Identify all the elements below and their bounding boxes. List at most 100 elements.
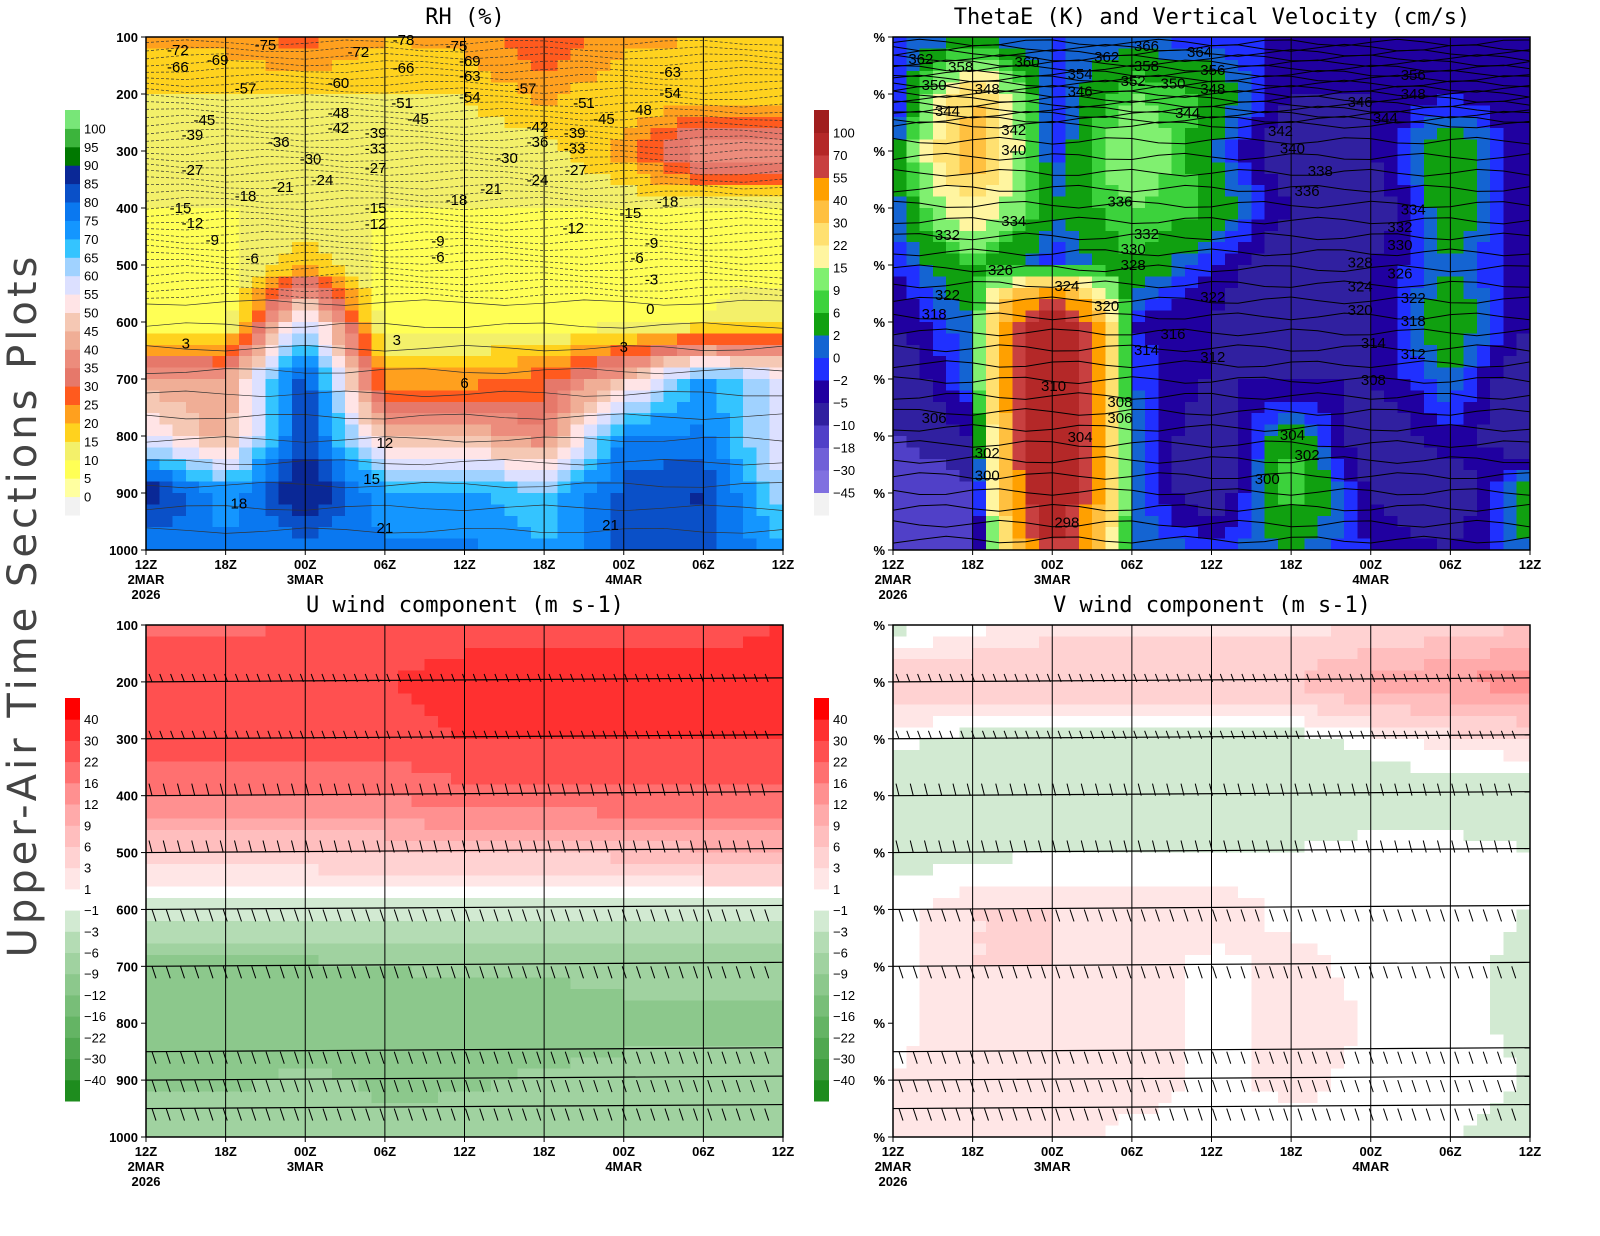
field-cell	[1198, 516, 1212, 528]
field-cell	[159, 493, 173, 505]
field-cell	[1477, 322, 1491, 334]
field-cell	[239, 162, 253, 174]
x-date-label: 3MAR	[287, 572, 324, 587]
field-cell	[1331, 37, 1345, 49]
field-cell	[1238, 402, 1252, 414]
field-cell	[1411, 128, 1425, 140]
field-cell	[1450, 288, 1464, 300]
field-cell	[986, 311, 1000, 323]
field-cell	[677, 527, 691, 539]
field-cell	[557, 322, 571, 334]
field-cell	[1052, 94, 1066, 106]
field-cell	[226, 659, 240, 671]
colorbar-label: 70	[833, 148, 847, 163]
thetae-title: ThetaE (K) and Vertical Velocity (cm/s)	[954, 5, 1471, 30]
field-cell	[1225, 539, 1239, 551]
colorbar-swatch	[65, 441, 80, 460]
field-cell	[465, 659, 479, 671]
field-cell	[1437, 527, 1451, 539]
field-cell	[358, 288, 372, 300]
field-cell	[611, 368, 625, 380]
field-cell	[438, 94, 452, 106]
field-cell	[1517, 459, 1531, 471]
field-cell	[319, 288, 333, 300]
field-cell	[1198, 174, 1212, 186]
field-cell	[959, 539, 973, 551]
field-cell	[239, 447, 253, 459]
field-cell	[478, 648, 492, 660]
x-tick-label: 12Z	[882, 557, 904, 572]
field-cell	[518, 425, 532, 437]
field-cell	[999, 94, 1013, 106]
contour-label: -30	[300, 151, 322, 168]
field-cell	[959, 425, 973, 437]
field-cell	[1371, 390, 1385, 402]
field-cell	[173, 527, 187, 539]
field-cell	[478, 368, 492, 380]
field-cell	[717, 60, 731, 72]
field-cell	[1450, 482, 1464, 494]
colorbar-swatch	[814, 110, 829, 133]
field-cell	[677, 379, 691, 391]
x-tick-label: 06Z	[692, 557, 714, 572]
field-cell	[345, 470, 359, 482]
y-tick-label: 800	[116, 429, 138, 444]
field-cell	[986, 162, 1000, 174]
field-cell	[650, 425, 664, 437]
field-cell	[1119, 345, 1133, 357]
field-cell	[332, 539, 346, 551]
field-cell	[571, 276, 585, 288]
field-cell	[345, 413, 359, 425]
colorbar-label: −45	[833, 486, 855, 501]
field-cell	[690, 197, 704, 209]
x-tick-label: 06Z	[1121, 557, 1143, 572]
field-cell	[893, 413, 907, 425]
x-date-label: 2026	[879, 587, 908, 602]
field-cell	[279, 208, 293, 220]
field-cell	[584, 345, 598, 357]
field-cell	[1198, 459, 1212, 471]
field-cell	[1517, 539, 1531, 551]
field-cell	[650, 625, 664, 637]
field-cell	[438, 539, 452, 551]
contour-label: 314	[1361, 335, 1386, 352]
field-cell	[1185, 368, 1199, 380]
field-cell	[584, 625, 598, 637]
field-cell	[597, 276, 611, 288]
contour-label: 304	[1280, 427, 1305, 444]
field-cell	[1464, 162, 1478, 174]
field-cell	[305, 648, 319, 660]
field-cell	[385, 493, 399, 505]
field-cell	[345, 390, 359, 402]
contour-label: 21	[377, 520, 394, 537]
field-cell	[770, 242, 784, 254]
field-cell	[385, 242, 399, 254]
field-cell	[1291, 299, 1305, 311]
field-cell	[933, 128, 947, 140]
field-cell	[332, 151, 346, 163]
field-cell	[504, 311, 518, 323]
field-cell	[920, 356, 934, 368]
field-cell	[438, 368, 452, 380]
field-cell	[743, 659, 757, 671]
field-cell	[1012, 231, 1026, 243]
field-cell	[1039, 333, 1053, 345]
field-cell	[597, 128, 611, 140]
field-cell	[584, 333, 598, 345]
field-cell	[557, 242, 571, 254]
field-cell	[717, 636, 731, 648]
field-cell	[252, 288, 266, 300]
field-cell	[265, 516, 279, 528]
field-cell	[946, 539, 960, 551]
field-cell	[544, 470, 558, 482]
rh-title: RH (%)	[425, 5, 504, 30]
field-cell	[677, 117, 691, 129]
field-cell	[146, 493, 160, 505]
field-cell	[239, 379, 253, 391]
field-cell	[730, 368, 744, 380]
field-cell	[1251, 151, 1265, 163]
field-cell	[743, 368, 757, 380]
field-cell	[1464, 299, 1478, 311]
field-cell	[212, 219, 226, 231]
field-cell	[1265, 299, 1279, 311]
